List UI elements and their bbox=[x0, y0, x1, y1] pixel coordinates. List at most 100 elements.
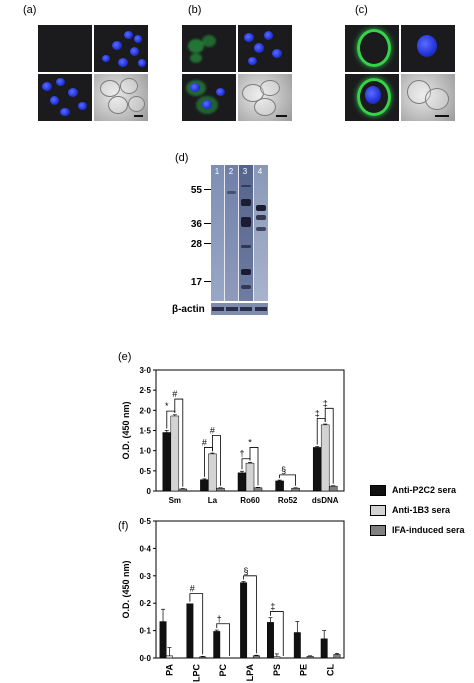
bar bbox=[252, 655, 260, 659]
significance-bracket bbox=[216, 623, 230, 656]
micrograph-b-blue-top bbox=[238, 25, 292, 72]
x-tick-label: PE bbox=[299, 664, 309, 676]
bar bbox=[159, 621, 167, 659]
legend-label: Anti-1B3 sera bbox=[392, 505, 451, 515]
x-tick-label: PC bbox=[218, 664, 228, 677]
significance-mark: # bbox=[172, 389, 177, 399]
bar bbox=[293, 632, 301, 659]
bar bbox=[267, 622, 274, 659]
legend: Anti-P2C2 sera Anti-1B3 sera IFA-induced… bbox=[370, 482, 474, 538]
x-tick-label: Ro60 bbox=[240, 496, 260, 505]
bar bbox=[200, 479, 209, 492]
legend-item: Anti-1B3 sera bbox=[370, 502, 474, 518]
significance-mark: ‡ bbox=[323, 398, 328, 408]
y-tick-label: 3·0 bbox=[139, 366, 151, 375]
legend-label: Anti-P2C2 sera bbox=[392, 485, 457, 495]
y-tick-label: 2·0 bbox=[139, 406, 151, 415]
panel-label-f: (f) bbox=[118, 520, 129, 532]
x-tick-label: CL bbox=[326, 664, 336, 676]
chart-e: 0 0·5 1·0 1·5 2·0 2·5 3·0 O.D. (450 nm) Sm La Ro60… bbox=[121, 366, 345, 505]
significance-mark: ‡ bbox=[315, 408, 320, 418]
micrograph-c-blue bbox=[401, 25, 455, 72]
y-tick-label: 0 bbox=[147, 487, 152, 496]
bar bbox=[273, 656, 281, 659]
bar bbox=[320, 638, 328, 659]
western-blot: 1 2 3 4 bbox=[211, 165, 268, 301]
beta-actin-label: β-actin bbox=[172, 304, 205, 315]
x-tick-label: LPC bbox=[191, 663, 201, 682]
lane-number: 4 bbox=[257, 167, 263, 176]
significance-bracket bbox=[212, 434, 221, 486]
y-axis-label: O.D. (450 nm) bbox=[121, 560, 131, 618]
legend-swatch bbox=[370, 524, 386, 536]
scale-bar bbox=[435, 115, 449, 117]
bar bbox=[216, 487, 225, 492]
significance-mark: ‡ bbox=[270, 601, 275, 611]
y-tick-label: 0·2 bbox=[139, 599, 151, 608]
bar bbox=[208, 453, 217, 492]
significance-mark: # bbox=[190, 584, 195, 594]
bar bbox=[186, 603, 194, 659]
micrograph-c-dic bbox=[401, 74, 455, 121]
significance-bracket bbox=[189, 593, 204, 655]
y-tick-label: 0·5 bbox=[139, 517, 151, 526]
x-tick-label: Ro52 bbox=[278, 496, 298, 505]
y-tick-label: 0·4 bbox=[139, 544, 151, 553]
significance-bracket bbox=[324, 407, 334, 484]
y-tick-label: 0·1 bbox=[139, 627, 151, 636]
scale-bar bbox=[134, 115, 143, 117]
bar bbox=[253, 487, 263, 492]
bar bbox=[328, 485, 338, 492]
legend-swatch bbox=[370, 504, 386, 516]
bar bbox=[320, 424, 330, 492]
micrograph-b-dic bbox=[238, 74, 292, 121]
significance-mark: † bbox=[217, 614, 222, 624]
bar bbox=[306, 656, 314, 659]
panel-label-a: (a) bbox=[23, 4, 37, 16]
micrograph-a-blue-top bbox=[94, 25, 148, 72]
y-tick-label: 1·0 bbox=[139, 447, 151, 456]
significance-mark: † bbox=[239, 449, 244, 459]
micrograph-b-green bbox=[182, 25, 236, 72]
legend-swatch bbox=[370, 484, 386, 496]
x-tick-label: PS bbox=[272, 664, 282, 676]
y-axis-label: O.D. (450 nm) bbox=[121, 401, 131, 459]
mw-marker: 28 bbox=[190, 239, 202, 250]
blot-lane-3: 3 bbox=[239, 165, 253, 301]
legend-item: IFA-induced sera bbox=[370, 522, 474, 538]
mw-marker: 55 bbox=[190, 185, 202, 196]
significance-mark: § bbox=[243, 566, 248, 576]
micrograph-a bbox=[38, 25, 148, 121]
y-tick-label: 2·5 bbox=[139, 386, 151, 395]
significance-bracket bbox=[270, 611, 284, 656]
x-tick-label: Sm bbox=[169, 496, 181, 505]
significance-bracket bbox=[243, 575, 257, 654]
lane-number: 1 bbox=[214, 167, 220, 176]
y-tick-label: 1·5 bbox=[139, 427, 151, 436]
bar bbox=[162, 432, 172, 492]
panel-label-d: (d) bbox=[175, 152, 189, 164]
significance-mark: # bbox=[202, 437, 207, 447]
blot-lane-2: 2 bbox=[225, 165, 238, 301]
micrograph-b-merge bbox=[182, 74, 236, 121]
bar bbox=[291, 487, 300, 492]
plot-frame bbox=[155, 520, 345, 659]
panel-label-b: (b) bbox=[188, 4, 202, 16]
scale-bar bbox=[276, 115, 287, 117]
significance-bracket bbox=[279, 474, 296, 486]
y-tick-label: 0·3 bbox=[139, 572, 151, 581]
bar bbox=[165, 655, 173, 659]
x-tick-label: PA bbox=[164, 664, 174, 676]
bar bbox=[312, 447, 322, 492]
significance-bracket bbox=[174, 398, 184, 487]
panel-label-e: (e) bbox=[118, 351, 132, 363]
bar bbox=[213, 631, 221, 659]
bar bbox=[170, 415, 180, 492]
lane-number: 2 bbox=[228, 167, 234, 176]
bar bbox=[240, 582, 248, 659]
legend-item: Anti-P2C2 sera bbox=[370, 482, 474, 498]
y-tick-label: 0·0 bbox=[139, 654, 151, 663]
blot-lane-1: 1 bbox=[211, 165, 224, 301]
chart-f: 0·0 0·1 0·2 0·3 0·4 0·5 O.D. (450 nm) PA LPC PC LP… bbox=[121, 517, 345, 682]
micrograph-b bbox=[182, 25, 292, 121]
